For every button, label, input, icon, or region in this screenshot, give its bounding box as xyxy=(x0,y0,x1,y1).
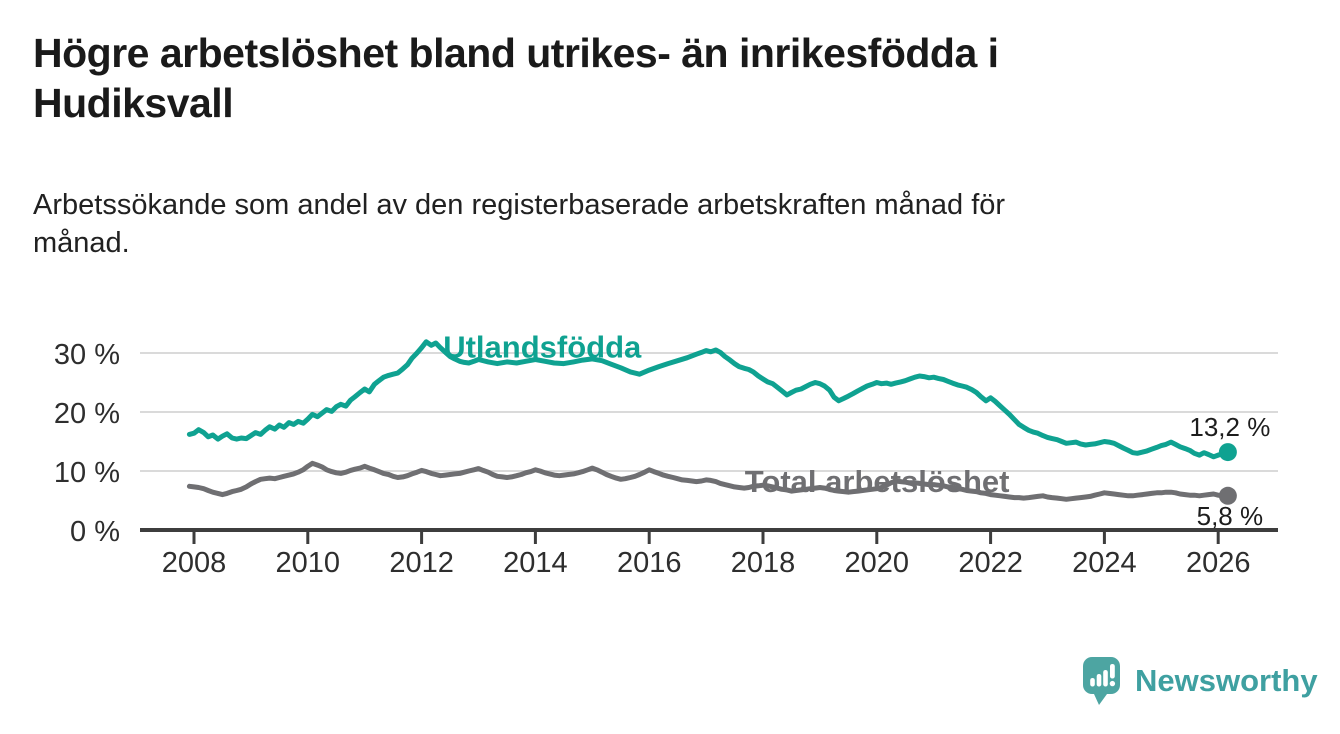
x-axis-tick-label: 2012 xyxy=(389,547,454,579)
chart-title-line-2: Hudiksvall xyxy=(33,80,234,126)
logo-bar-1 xyxy=(1090,678,1095,687)
speech-bubble-shape xyxy=(1083,657,1120,705)
y-axis-tick-label: 10 % xyxy=(54,457,120,489)
y-axis-tick-label: 0 % xyxy=(70,516,120,548)
series-name-label-total-arbetsloshet: Total arbetslöshet xyxy=(745,464,1010,499)
series-end-dot-utlandsfodda xyxy=(1218,443,1237,462)
chart-subtitle: Arbetssökande som andel av den registerb… xyxy=(33,186,1233,262)
series-name-label-utlandsfodda: Utlandsfödda xyxy=(443,330,642,365)
logo-exclamation-bar xyxy=(1110,664,1115,679)
x-axis-tick-label: 2014 xyxy=(503,547,568,579)
newsworthy-logo-icon xyxy=(1083,657,1120,705)
series-line-utlandsfodda xyxy=(186,339,1231,460)
chart-subtitle-line-2: månad. xyxy=(33,227,130,259)
y-axis-tick-label: 30 % xyxy=(54,339,120,371)
end-value-label-total-arbetsloshet: 5,8 % xyxy=(1197,501,1264,531)
series-end-dot-total-arbetsloshet xyxy=(1218,486,1237,505)
x-axis-tick-label: 2026 xyxy=(1186,547,1251,579)
logo-bar-3 xyxy=(1103,670,1108,687)
newsworthy-brand-name: Newsworthy xyxy=(1135,663,1318,698)
newsworthy-logo: Newsworthy xyxy=(1083,656,1323,710)
logo-exclamation-dot xyxy=(1109,680,1116,687)
chart-title-line-1: Högre arbetslöshet bland utrikes- än inr… xyxy=(33,30,999,76)
y-axis-tick-label: 20 % xyxy=(54,398,120,430)
x-axis-tick-label: 2016 xyxy=(617,547,682,579)
x-axis-tick-label: 2022 xyxy=(958,547,1023,579)
chart-subtitle-line-1: Arbetssökande som andel av den registerb… xyxy=(33,189,1006,221)
chart-title: Högre arbetslöshet bland utrikes- än inr… xyxy=(33,28,1193,128)
x-axis-tick-label: 2010 xyxy=(276,547,341,579)
x-axis-tick-label: 2020 xyxy=(845,547,910,579)
x-axis-tick-label: 2024 xyxy=(1072,547,1137,579)
x-axis-tick-label: 2018 xyxy=(731,547,796,579)
unemployment-line-chart: 0 % 10 % 20 % 30 % 2008 2010 2012 2014 2016 2018 2… xyxy=(54,330,1278,579)
end-value-label-utlandsfodda: 13,2 % xyxy=(1189,412,1270,442)
x-axis-tick-label: 2008 xyxy=(162,547,227,579)
logo-bar-2 xyxy=(1096,674,1102,687)
series-line-total-arbetsloshet xyxy=(186,460,1231,502)
